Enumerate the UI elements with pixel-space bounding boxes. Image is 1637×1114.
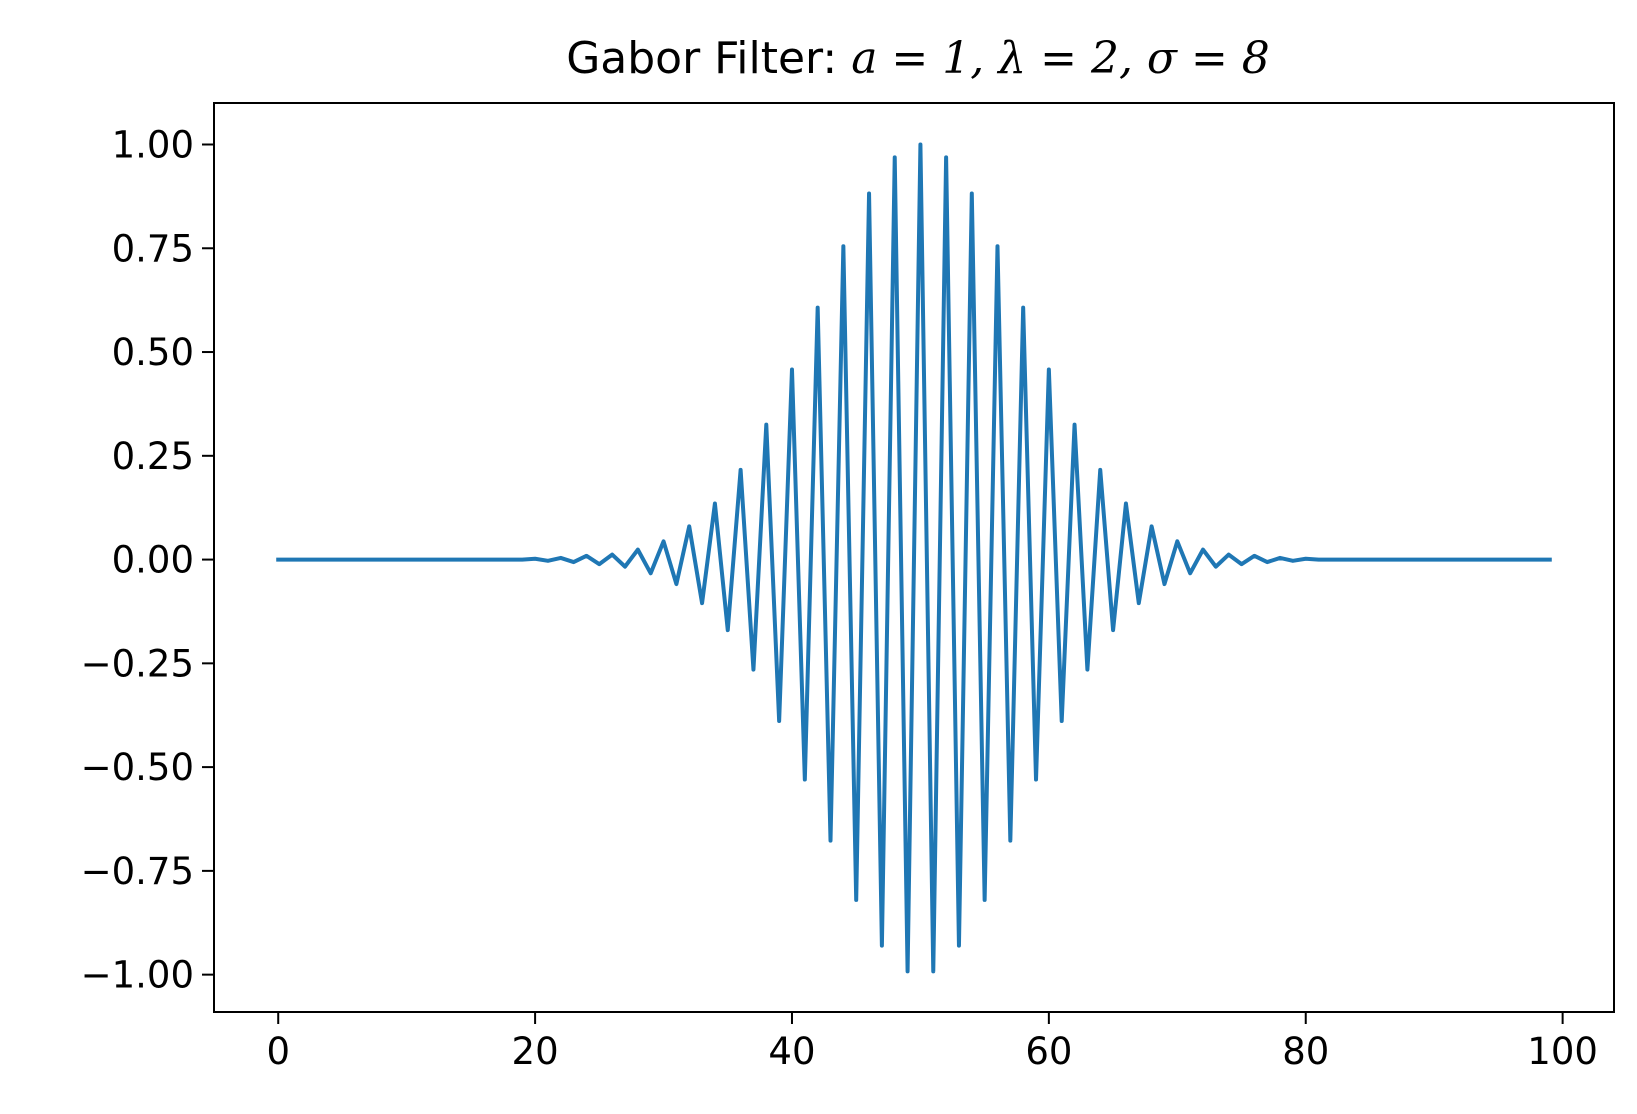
chart-title: Gabor Filter: a = 1, λ = 2, σ = 8 bbox=[566, 33, 1270, 84]
series-group bbox=[276, 142, 1552, 974]
y-tick-label: 0.00 bbox=[112, 539, 194, 582]
y-tick-label: −0.25 bbox=[81, 642, 194, 685]
y-tick-label: −0.50 bbox=[81, 746, 194, 789]
chart-title-math: a = 1, λ = 2, σ = 8 bbox=[851, 33, 1270, 84]
y-tick-label: −0.75 bbox=[81, 850, 194, 893]
plot-frame bbox=[213, 102, 1615, 1013]
x-tick-label: 80 bbox=[1282, 1030, 1329, 1073]
x-axis: 0 20 40 60 80 100 bbox=[266, 1012, 1598, 1073]
y-tick-label: 0.75 bbox=[112, 227, 194, 270]
x-tick-label: 0 bbox=[266, 1030, 290, 1073]
y-tick-label: 0.50 bbox=[112, 331, 194, 374]
x-tick-label: 100 bbox=[1527, 1030, 1598, 1073]
y-tick-label: −1.00 bbox=[81, 954, 194, 997]
y-tick-label: 0.25 bbox=[112, 435, 194, 478]
x-tick-label: 20 bbox=[512, 1030, 559, 1073]
x-tick-label: 60 bbox=[1025, 1030, 1072, 1073]
x-tick-label: 40 bbox=[768, 1030, 815, 1073]
y-axis: 1.00 0.75 0.50 0.25 0.00 −0.25 −0.50 −0.75 −1.00 bbox=[81, 124, 214, 997]
chart-title-prefix: Gabor Filter: bbox=[566, 33, 851, 84]
y-tick-label: 1.00 bbox=[112, 124, 194, 167]
series-line bbox=[276, 142, 1552, 974]
